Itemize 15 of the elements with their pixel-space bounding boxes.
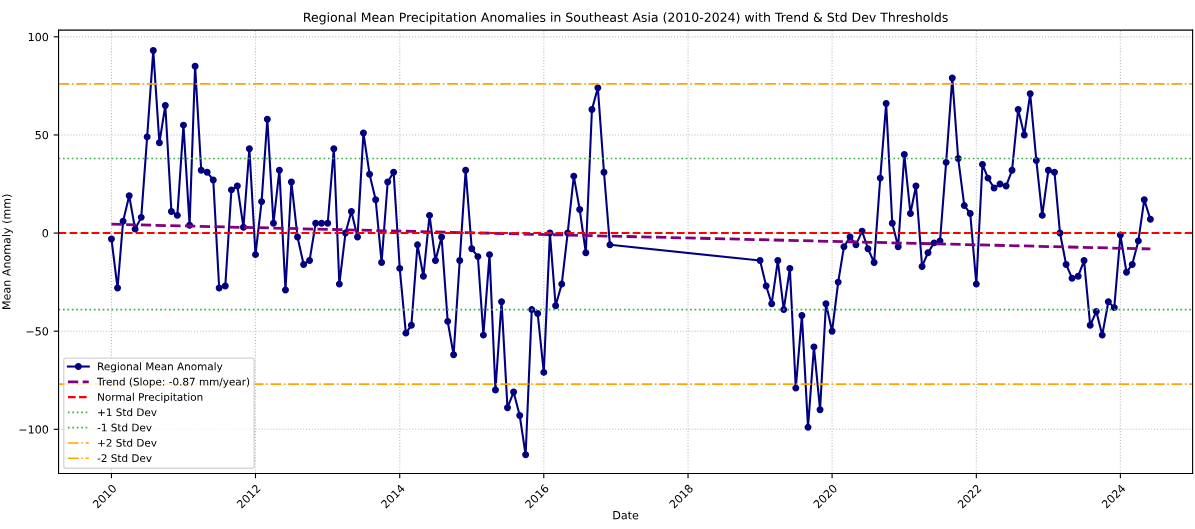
legend-label: +1 Std Dev xyxy=(98,408,157,417)
legend-label: +2 Std Dev xyxy=(98,438,157,447)
x-axis-title: Date xyxy=(613,511,639,520)
chart-title: Regional Mean Precipitation Anomalies in Southeast Asia (2010-2024) with Trend & Std Dev Thresholds xyxy=(304,12,948,25)
y-tick-label: 50 xyxy=(35,130,49,140)
legend-label: Regional Mean Anomaly xyxy=(98,362,223,373)
legend-label: -2 Std Dev xyxy=(97,454,152,463)
y-tick-label: 100 xyxy=(28,32,49,42)
legend-label: Normal Precipitation xyxy=(98,392,203,403)
y-tick-label: −100 xyxy=(19,425,49,434)
y-tick-label: 0 xyxy=(42,229,49,238)
y-tick-label: −50 xyxy=(26,327,49,336)
legend-label: -1 Std Dev xyxy=(97,423,152,432)
legend-label: Trend (Slope: -0.87 mm/year) xyxy=(97,377,250,388)
y-axis-title: Mean Anomaly (mm) xyxy=(2,194,13,309)
